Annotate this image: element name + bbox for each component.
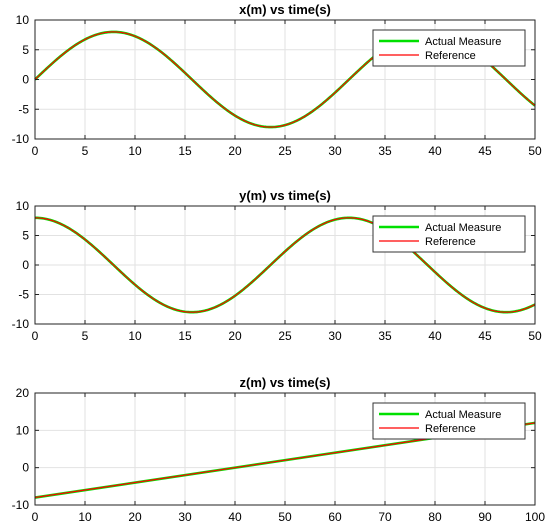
x-tick-label: 30 <box>178 510 192 524</box>
x-tick-label: 90 <box>478 510 492 524</box>
y-tick-label: 20 <box>16 386 30 400</box>
legend-label: Actual Measure <box>425 222 501 234</box>
legend-label: Actual Measure <box>425 36 501 48</box>
x-tick-label: 40 <box>428 144 442 158</box>
x-tick-label: 20 <box>228 144 242 158</box>
x-tick-label: 40 <box>428 329 442 343</box>
x-tick-label: 10 <box>128 144 142 158</box>
x-tick-label: 35 <box>378 329 392 343</box>
x-tick-label: 50 <box>528 329 542 343</box>
x-tick-label: 100 <box>525 510 545 524</box>
legend: Actual Measure Reference <box>372 215 526 253</box>
legend-label: Reference <box>425 50 476 62</box>
x-tick-label: 15 <box>178 144 192 158</box>
y-tick-label: -10 <box>12 317 30 331</box>
legend-label: Reference <box>425 423 476 435</box>
x-tick-label: 10 <box>128 329 142 343</box>
y-tick-label: -5 <box>18 288 29 302</box>
x-tick-label: 30 <box>328 329 342 343</box>
x-tick-label: 40 <box>228 510 242 524</box>
x-tick-label: 80 <box>428 510 442 524</box>
x-tick-label: 0 <box>32 144 39 158</box>
x-tick-label: 45 <box>478 329 492 343</box>
x-tick-label: 10 <box>78 510 92 524</box>
chart-title: z(m) vs time(s) <box>239 375 330 390</box>
x-tick-label: 15 <box>178 329 192 343</box>
x-tick-label: 25 <box>278 144 292 158</box>
y-tick-label: 5 <box>22 43 29 57</box>
x-tick-label: 45 <box>478 144 492 158</box>
x-tick-label: 25 <box>278 329 292 343</box>
x-tick-label: 0 <box>32 329 39 343</box>
x-tick-label: 30 <box>328 144 342 158</box>
x-tick-label: 70 <box>378 510 392 524</box>
series-line-reference <box>34 217 536 313</box>
x-tick-label: 0 <box>32 510 39 524</box>
x-tick-label: 20 <box>228 329 242 343</box>
chart-title: y(m) vs time(s) <box>239 188 331 203</box>
chart-2: 0 5 10 15 20 25 30 35 40 45 50 -10 -5 0 5 10 y(m) vs tim… <box>12 188 542 343</box>
y-tick-label: 10 <box>16 13 30 27</box>
y-tick-label: -10 <box>12 132 30 146</box>
legend-box <box>372 215 526 253</box>
legend-box <box>372 402 526 440</box>
legend: Actual Measure Reference <box>372 29 526 67</box>
y-tick-label: 10 <box>16 199 30 213</box>
legend-box <box>372 29 526 67</box>
chart-1: 0 5 10 15 20 25 30 35 40 45 50 -10 -5 0 5 10 x(m) vs tim… <box>12 2 542 158</box>
y-tick-label: 0 <box>22 461 29 475</box>
y-tick-label: 10 <box>16 423 30 437</box>
legend-label: Reference <box>425 236 476 248</box>
y-tick-label: 0 <box>22 258 29 272</box>
x-tick-label: 60 <box>328 510 342 524</box>
chart-title: x(m) vs time(s) <box>239 2 331 17</box>
x-tick-label: 5 <box>82 329 89 343</box>
x-tick-label: 50 <box>528 144 542 158</box>
x-tick-label: 5 <box>82 144 89 158</box>
y-tick-label: 5 <box>22 229 29 243</box>
x-tick-label: 35 <box>378 144 392 158</box>
y-tick-label: -5 <box>18 102 29 116</box>
legend: Actual Measure Reference <box>372 402 526 440</box>
y-tick-label: -10 <box>12 498 30 512</box>
x-tick-label: 50 <box>278 510 292 524</box>
x-tick-label: 20 <box>128 510 142 524</box>
y-tick-label: 0 <box>22 73 29 87</box>
legend-label: Actual Measure <box>425 409 501 421</box>
